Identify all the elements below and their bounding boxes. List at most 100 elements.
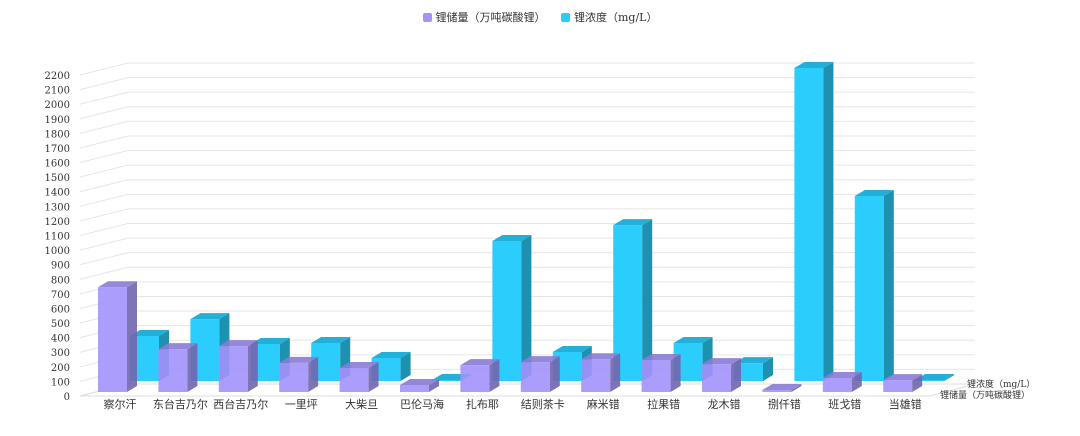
- grid-line: [79, 237, 975, 251]
- bar-concentration-face: [673, 343, 703, 381]
- bar-reserves-face: [400, 385, 429, 392]
- depth-label: 锂浓度（mg/L）: [967, 378, 1035, 390]
- bar-concentration[interactable]: [250, 338, 290, 381]
- y-tick-label: 600: [51, 304, 70, 315]
- bar-concentration-face: [250, 344, 280, 381]
- bar-concentration-face: [673, 337, 713, 344]
- grid-line: [79, 252, 975, 266]
- x-tick-label: 察尔汗: [104, 397, 137, 411]
- bar-reserves-face: [610, 353, 621, 392]
- bar-reserves-face: [581, 359, 611, 392]
- x-tick-label: 巴伦马海: [400, 397, 444, 411]
- legend-item-concentration[interactable]: 锂浓度（mg/L）: [561, 9, 657, 25]
- x-tick-label: 西台吉乃尔: [213, 397, 268, 411]
- x-tick-label: 捌仟错: [768, 397, 801, 411]
- x-tick-label: 拉果错: [647, 397, 680, 411]
- bar-concentration-face: [371, 351, 411, 358]
- bar-reserves-face: [912, 374, 923, 392]
- grid-line: [79, 135, 975, 149]
- y-tick-label: 1100: [45, 232, 70, 243]
- y-tick-label: 1900: [45, 115, 70, 126]
- bar-concentration-face: [311, 337, 351, 344]
- x-tick-label: 龙木错: [708, 397, 741, 411]
- y-tick-label: 900: [51, 261, 70, 272]
- bar-reserves-face: [670, 354, 681, 392]
- bar-reserves-face: [218, 340, 258, 347]
- grid-line: [79, 266, 975, 280]
- bar-reserves-face: [851, 372, 862, 392]
- bar-reserves[interactable]: [279, 356, 319, 392]
- y-tick-label: 1400: [45, 188, 70, 199]
- x-tick-label: 麻米错: [587, 397, 620, 411]
- bar-concentration[interactable]: [492, 235, 532, 381]
- bar-reserves-face: [762, 383, 802, 390]
- bar-reserves-face: [400, 379, 439, 386]
- bar-concentration-face: [371, 357, 401, 381]
- y-tick-label: 0: [64, 392, 70, 403]
- y-tick-label: 2100: [45, 86, 70, 97]
- y-tick-label: 1500: [45, 173, 70, 184]
- bar-concentration-face: [613, 225, 643, 381]
- bar-reserves-face: [429, 379, 439, 392]
- bar-concentration-face: [250, 338, 290, 345]
- bar-concentration-face: [734, 363, 763, 381]
- x-tick-label: 结则茶卡: [521, 398, 565, 411]
- grid-line: [79, 106, 975, 120]
- bar-concentration-face: [794, 68, 824, 381]
- bar-concentration[interactable]: [311, 337, 351, 381]
- bar-reserves-face: [520, 356, 560, 363]
- x-tick-label: 一里坪: [285, 398, 318, 411]
- bar-reserves[interactable]: [822, 372, 862, 392]
- bar-concentration[interactable]: [613, 219, 653, 381]
- bar-concentration-face: [552, 351, 582, 381]
- bar-reserves[interactable]: [883, 374, 923, 392]
- legend-item-reserves[interactable]: 锂储量（万吨碳酸锂）: [422, 9, 546, 25]
- bar-concentration-face: [915, 380, 945, 381]
- bar-reserves-face: [308, 356, 319, 392]
- legend-swatch: [561, 12, 570, 22]
- bar-concentration-face: [734, 357, 773, 364]
- bar-concentration-face: [400, 351, 411, 381]
- bar-concentration[interactable]: [734, 357, 773, 381]
- bar-concentration[interactable]: [794, 62, 834, 381]
- bar-concentration[interactable]: [915, 374, 955, 381]
- bar-concentration-face: [492, 235, 532, 242]
- bar-concentration-face: [915, 374, 955, 380]
- bar-reserves[interactable]: [460, 359, 500, 392]
- y-tick-label: 400: [51, 334, 70, 345]
- y-tick-label: 700: [51, 290, 70, 301]
- bar-reserves[interactable]: [641, 354, 681, 392]
- bar-concentration[interactable]: [371, 351, 411, 381]
- y-tick-label: 2000: [45, 100, 70, 111]
- bar-concentration-face: [190, 319, 220, 381]
- bar-concentration-face: [883, 190, 894, 381]
- bar-reserves[interactable]: [581, 353, 621, 392]
- bar-reserves[interactable]: [339, 362, 379, 392]
- grid-line: [79, 223, 975, 236]
- bar-reserves[interactable]: [98, 281, 137, 392]
- bar-reserves-face: [822, 372, 862, 379]
- bar-concentration-face: [492, 241, 522, 381]
- bar-reserves[interactable]: [218, 340, 258, 392]
- y-tick-label: 300: [51, 348, 70, 359]
- bar-concentration-face: [854, 190, 894, 197]
- y-tick-label: 2200: [45, 71, 70, 82]
- bar-reserves-face: [279, 362, 309, 392]
- bar-concentration-face: [190, 313, 230, 320]
- bar-concentration-face: [794, 62, 834, 68]
- grid-line: [79, 193, 975, 207]
- grid-line: [79, 179, 975, 193]
- bar-reserves[interactable]: [400, 379, 439, 392]
- bar-reserves[interactable]: [158, 343, 198, 392]
- bar-reserves[interactable]: [520, 356, 560, 392]
- bar-reserves[interactable]: [762, 383, 802, 392]
- bar-reserves-face: [791, 383, 802, 392]
- grid-line: [79, 150, 975, 164]
- bar-reserves-face: [339, 362, 379, 368]
- bar-reserves[interactable]: [702, 358, 741, 392]
- bar-reserves-face: [339, 368, 369, 392]
- bar-concentration[interactable]: [854, 190, 894, 381]
- bar-concentration-face: [613, 219, 653, 226]
- depth-label: 锂储量（万吨碳酸锂）: [940, 389, 1030, 401]
